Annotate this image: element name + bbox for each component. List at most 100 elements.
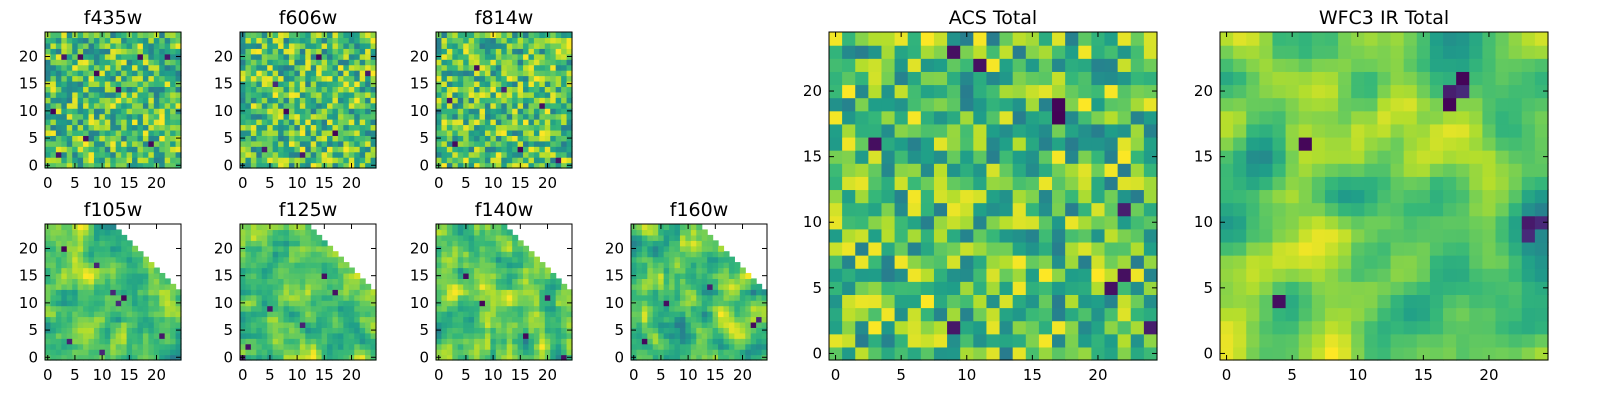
heatmap-cell [690, 354, 697, 361]
heatmap-cell [77, 135, 84, 142]
heatmap-cell [164, 80, 171, 87]
heatmap-cell [523, 119, 530, 126]
heatmap-cell [566, 289, 573, 296]
heatmap-cell [555, 305, 562, 312]
heatmap-cell [55, 262, 62, 269]
heatmap-cell [457, 240, 464, 247]
heatmap-cell [1065, 255, 1079, 269]
heatmap-cell [66, 108, 73, 115]
heatmap-cell [555, 129, 562, 136]
heatmap-cell [1143, 241, 1158, 256]
heatmap-cell [121, 140, 128, 147]
heatmap-cell [170, 311, 177, 318]
heatmap-cell [973, 176, 988, 191]
heatmap-cell [61, 229, 68, 236]
heatmap-cell [652, 262, 659, 269]
heatmap-cell [240, 86, 247, 93]
heatmap-cell [316, 157, 323, 164]
heatmap-cell [93, 162, 100, 169]
heatmap-cell [245, 332, 252, 339]
heatmap-cell [283, 124, 290, 131]
heatmap-cell [894, 294, 909, 309]
heatmap-cell [484, 289, 491, 296]
heatmap-cell [142, 354, 149, 361]
heatmap-cell [960, 202, 974, 217]
heatmap-cell [669, 283, 676, 290]
heatmap-cell [734, 283, 741, 290]
heatmap-cell [310, 32, 317, 39]
heatmap-cell [110, 124, 117, 131]
heatmap-cell [1104, 255, 1119, 269]
heatmap-cell [50, 140, 57, 147]
heatmap-cell [316, 48, 323, 55]
heatmap-cell [132, 327, 139, 334]
heatmap-cell [148, 97, 155, 104]
heatmap-cell [305, 343, 312, 350]
heatmap-cell [175, 332, 182, 339]
heatmap-cell [550, 343, 557, 350]
heatmap-cell [647, 234, 654, 241]
heatmap-cell [669, 300, 676, 307]
heatmap-cell [561, 59, 568, 66]
heatmap-cell [484, 256, 491, 263]
heatmap-cell [305, 272, 312, 279]
heatmap-cell [245, 294, 252, 301]
heatmap-cell [45, 42, 52, 49]
heatmap-cell [354, 129, 361, 136]
heatmap-cell [164, 162, 171, 169]
heatmap-cell [468, 289, 475, 296]
heatmap-cell [343, 91, 350, 98]
heatmap-cell [468, 311, 475, 318]
heatmap-cell [920, 281, 935, 295]
heatmap-cell [1104, 110, 1119, 125]
heatmap-cell [561, 70, 568, 77]
heatmap-cell [973, 346, 988, 361]
heatmap-cell [164, 32, 171, 39]
heatmap-cell [126, 245, 133, 252]
heatmap-cell [1130, 32, 1145, 46]
heatmap-cell [829, 294, 843, 309]
heatmap-cell [50, 327, 57, 334]
heatmap-cell [474, 91, 481, 98]
heatmap-cell [137, 86, 144, 93]
heatmap-cell [484, 283, 491, 290]
heatmap-cell [175, 343, 182, 350]
heatmap-cell [463, 283, 470, 290]
heatmap-cell [72, 229, 79, 236]
heatmap-cell [50, 119, 57, 126]
heatmap-cell [707, 234, 714, 241]
heatmap-cell [55, 151, 62, 158]
heatmap-cell [83, 113, 90, 120]
heatmap-cell [245, 70, 252, 77]
heatmap-cell [316, 86, 323, 93]
heatmap-cell [463, 102, 470, 109]
heatmap-cell [337, 256, 344, 263]
heatmap-cell [132, 289, 139, 296]
heatmap-cell [164, 140, 171, 147]
heatmap-cell [288, 311, 295, 318]
heatmap-cell [973, 189, 988, 204]
heatmap-cell [256, 37, 263, 44]
heatmap-cell [170, 343, 177, 350]
heatmap-cell [1130, 84, 1145, 99]
heatmap-cell [1117, 84, 1132, 99]
heatmap-cell [88, 272, 95, 279]
heatmap-cell [261, 75, 268, 82]
heatmap-cell [337, 42, 344, 49]
heatmap-cell [110, 300, 117, 307]
heatmap-cell [452, 294, 459, 301]
heatmap-cell [332, 59, 339, 66]
heatmap-cell [164, 283, 171, 290]
heatmap-cell [66, 37, 73, 44]
heatmap-cell [1143, 268, 1158, 282]
heatmap-cell [474, 86, 481, 93]
heatmap-cell [555, 80, 562, 87]
heatmap-cell [354, 97, 361, 104]
heatmap-cell [506, 338, 513, 345]
heatmap-cell [159, 354, 166, 361]
heatmap-cell [566, 42, 573, 49]
heatmap-cell [50, 70, 57, 77]
heatmap-cell [463, 70, 470, 77]
heatmap-cell [1324, 333, 1339, 348]
heatmap-cell [506, 108, 513, 115]
